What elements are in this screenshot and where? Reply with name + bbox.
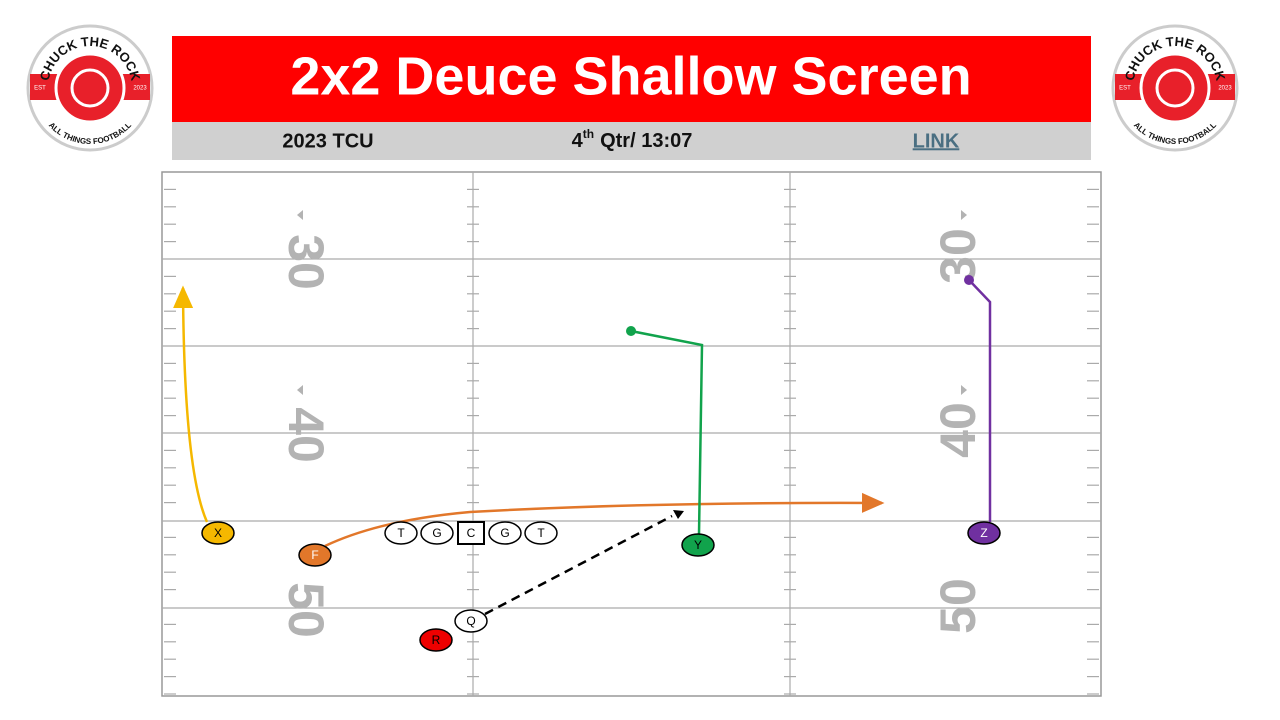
logo-est: EST xyxy=(1119,86,1131,92)
route-end xyxy=(626,326,636,336)
center-marker xyxy=(457,521,485,545)
player-label: F xyxy=(311,548,318,562)
logo-year: 2023 xyxy=(1218,86,1232,92)
player-label: Z xyxy=(980,526,987,540)
players: X F T G C G T Y Z Q R xyxy=(201,521,1001,652)
player-label: C xyxy=(467,526,476,540)
player-marker xyxy=(298,543,332,567)
field: 30 40 50 30 40 50 xyxy=(161,171,1102,697)
yard-number: 50 xyxy=(278,582,334,638)
route-arrow xyxy=(673,510,684,519)
player-marker xyxy=(201,521,235,545)
player-label: Q xyxy=(466,614,475,628)
quarter: 4 xyxy=(572,130,584,152)
player-marker xyxy=(488,521,522,545)
player-marker xyxy=(384,521,418,545)
routes xyxy=(173,279,992,616)
logo-right: CHUCK THE ROCK ALL THINGS FOOTBALL EST 2… xyxy=(1111,24,1239,152)
player-label: T xyxy=(397,526,405,540)
clock: Qtr/ 13:07 xyxy=(600,130,692,152)
player-marker xyxy=(967,521,1001,545)
player-label: Y xyxy=(694,538,702,552)
player-marker xyxy=(681,533,715,557)
yard-number: 40 xyxy=(930,402,986,458)
player-marker xyxy=(419,628,453,652)
player-marker xyxy=(420,521,454,545)
info-bar xyxy=(172,122,1091,160)
quarter-suffix: th xyxy=(583,127,594,141)
game-time: 4th Qtr/ 13:07 xyxy=(572,127,693,152)
logo-left: CHUCK THE ROCK ALL THINGS FOOTBALL EST 2… xyxy=(26,24,154,152)
yard-number: 40 xyxy=(278,407,334,463)
player-label: R xyxy=(432,633,441,647)
team: 2023 TCU xyxy=(282,130,373,152)
title: 2x2 Deuce Shallow Screen xyxy=(290,46,971,106)
player-label: G xyxy=(500,526,509,540)
link[interactable]: LINK xyxy=(913,130,960,152)
player-label: X xyxy=(214,526,222,540)
logo-est: EST xyxy=(34,86,46,92)
player-marker xyxy=(524,521,558,545)
yard-number: 50 xyxy=(930,578,986,634)
logo-year: 2023 xyxy=(133,86,147,92)
yard-number: 30 xyxy=(930,228,986,284)
title-bar xyxy=(172,36,1091,122)
player-label: G xyxy=(432,526,441,540)
player-label: T xyxy=(537,526,545,540)
yard-number: 30 xyxy=(278,234,334,290)
player-marker xyxy=(454,609,488,633)
route-end xyxy=(964,275,974,285)
